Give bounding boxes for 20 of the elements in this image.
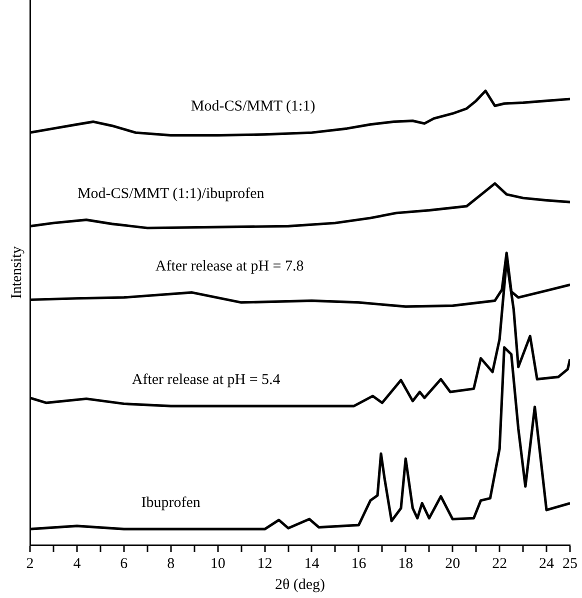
x-tick-label: 4 xyxy=(73,556,82,572)
series-label: Mod-CS/MMT (1:1)/ibuprofen xyxy=(77,186,265,202)
x-tick-label: 20 xyxy=(445,556,460,572)
series-label: After release at pH = 7.8 xyxy=(155,258,304,274)
x-tick-label: 25 xyxy=(562,556,578,572)
series-label: After release at pH = 5.4 xyxy=(132,372,281,388)
x-axis-title: 2θ (deg) xyxy=(274,576,326,593)
y-axis-title: Intensity xyxy=(8,246,25,299)
x-tick-label: 14 xyxy=(304,556,320,572)
x-tick-label: 8 xyxy=(167,556,175,572)
x-tick-label: 16 xyxy=(351,556,367,572)
x-tick-label: 10 xyxy=(210,556,226,572)
x-tick-label: 18 xyxy=(398,556,414,572)
series-label: Mod-CS/MMT (1:1) xyxy=(190,98,316,115)
x-tick-label: 6 xyxy=(120,556,128,572)
x-tick-label: 12 xyxy=(257,556,272,572)
x-tick-label: 24 xyxy=(539,556,555,572)
x-tick-label: 22 xyxy=(492,556,508,572)
x-tick-label: 2 xyxy=(26,556,34,572)
series-label: Ibuprofen xyxy=(141,495,201,512)
